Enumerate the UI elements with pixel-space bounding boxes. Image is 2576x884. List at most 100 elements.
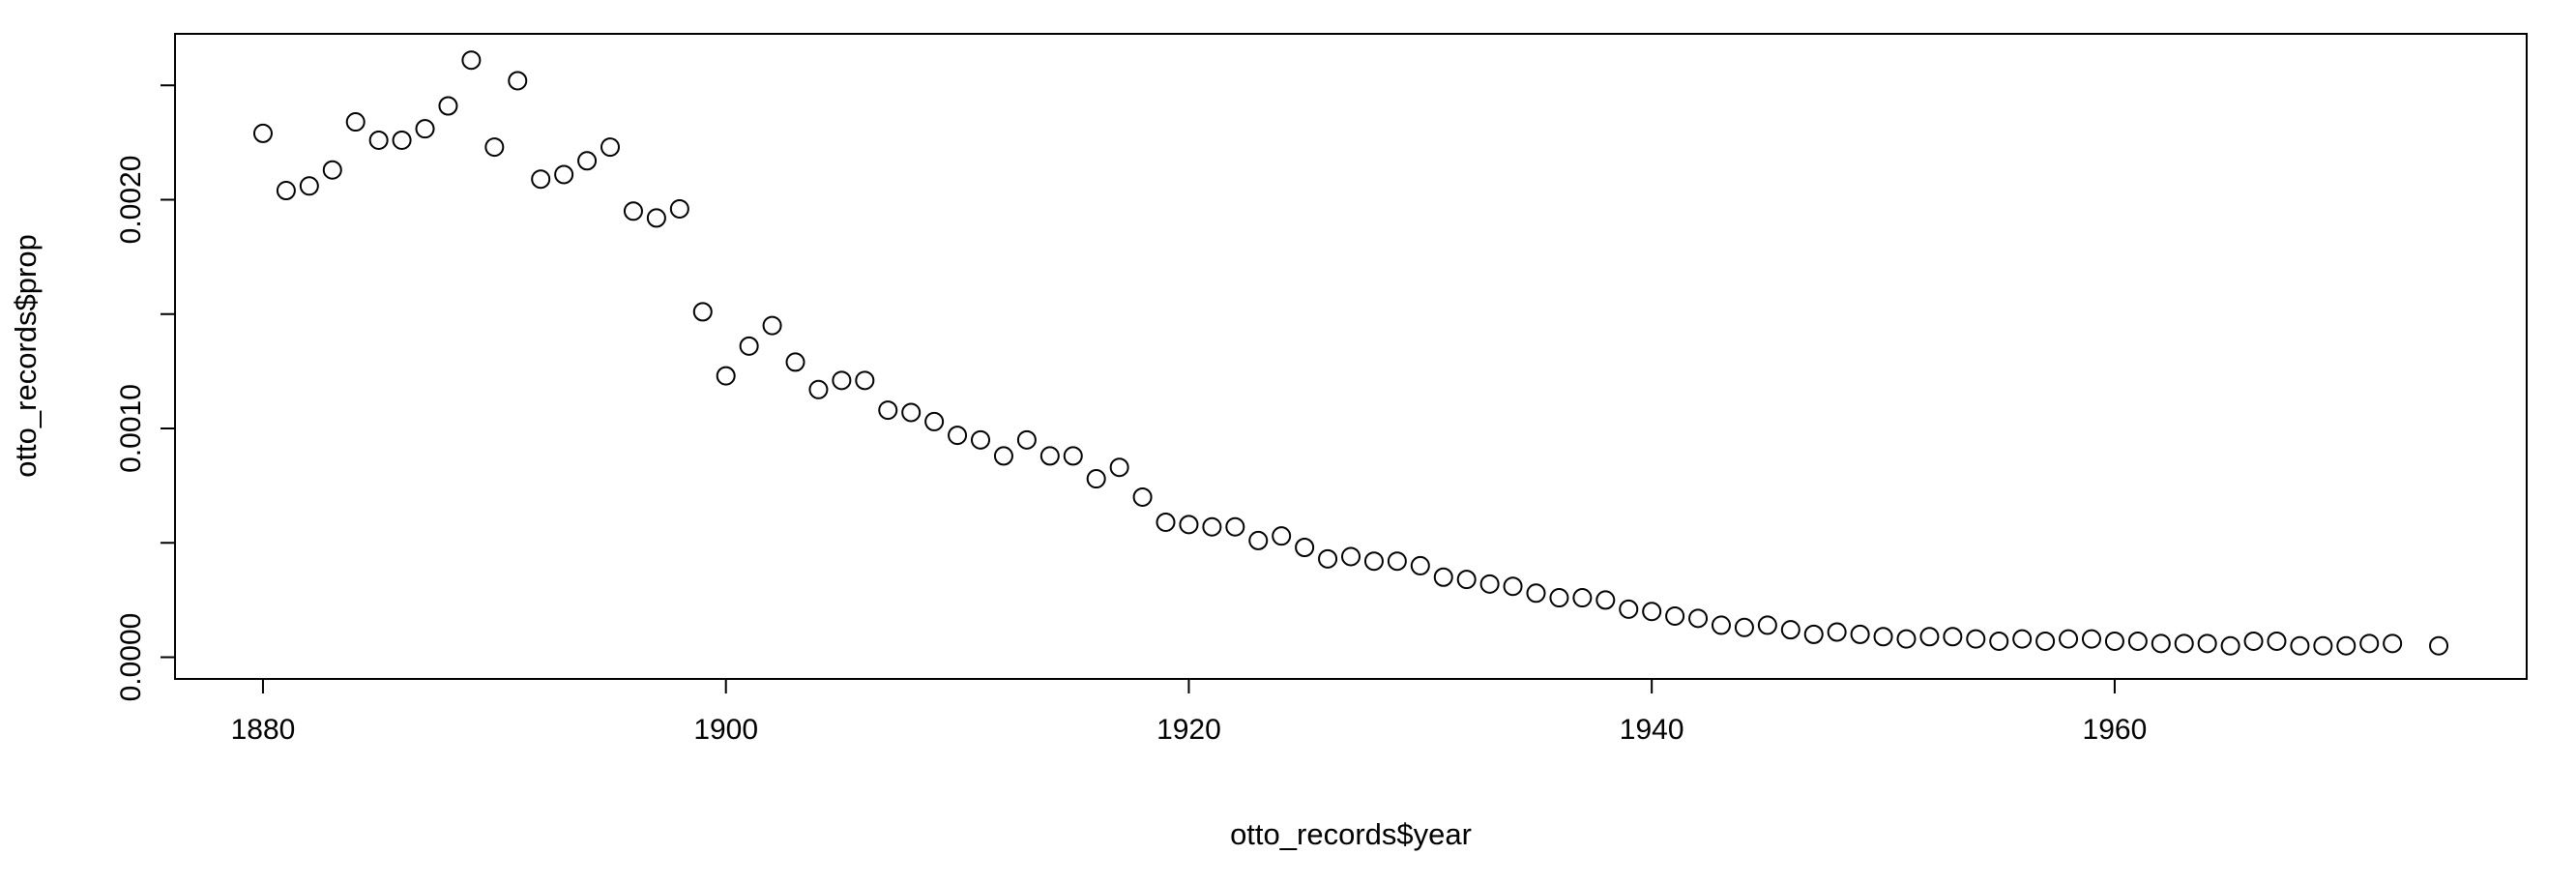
data-point	[1688, 608, 1709, 629]
data-point	[531, 169, 551, 190]
data-point	[808, 379, 829, 399]
data-point	[461, 50, 482, 71]
data-point	[1757, 615, 1777, 635]
data-point	[1479, 574, 1500, 594]
data-point	[1341, 546, 1361, 567]
data-point	[1202, 516, 1222, 537]
data-point	[646, 208, 666, 228]
data-point	[2429, 635, 2449, 656]
data-point	[392, 130, 412, 150]
data-point	[1156, 512, 1176, 532]
data-point	[2359, 634, 2380, 654]
plot-frame	[174, 33, 2528, 680]
data-point	[1410, 555, 1430, 575]
data-point	[1619, 599, 1639, 619]
data-point	[1248, 530, 1269, 550]
data-point	[1549, 588, 1569, 608]
data-point	[1734, 617, 1754, 637]
x-axis: 1880 1900 1920 1940 1960	[231, 678, 2148, 746]
data-point	[1456, 570, 1477, 590]
data-points	[252, 50, 2449, 656]
data-point	[901, 402, 922, 423]
data-point	[1873, 627, 1893, 647]
data-point	[1803, 624, 1824, 644]
data-point	[276, 181, 296, 201]
data-point	[2035, 631, 2056, 651]
data-point	[484, 137, 505, 158]
y-tick-label: 0.0000	[115, 613, 147, 702]
data-point	[2081, 629, 2101, 649]
data-point	[1595, 590, 1616, 610]
y-tick-label: 0.0020	[115, 156, 147, 245]
data-point	[2336, 635, 2356, 656]
data-point	[600, 137, 621, 158]
data-point	[924, 411, 945, 431]
data-point	[1295, 537, 1315, 557]
data-point	[1572, 588, 1593, 608]
data-point	[1363, 551, 1384, 572]
data-point	[762, 315, 782, 336]
data-point	[739, 336, 759, 356]
x-tick-label: 1920	[1156, 714, 1221, 746]
data-point	[322, 160, 342, 180]
data-point	[1109, 457, 1129, 478]
data-point	[1966, 629, 1986, 649]
data-point	[2243, 631, 2264, 651]
data-point	[855, 370, 875, 391]
data-point	[993, 446, 1013, 466]
data-point	[508, 71, 528, 91]
data-point	[2012, 629, 2033, 649]
data-point	[1989, 631, 2009, 651]
data-point	[577, 151, 598, 171]
data-point	[1272, 526, 1292, 546]
data-point	[2174, 634, 2194, 654]
data-point	[2313, 635, 2333, 656]
x-tick-label: 1900	[693, 714, 758, 746]
data-point	[1780, 620, 1800, 640]
data-point	[1039, 446, 1060, 466]
data-point	[554, 164, 574, 185]
data-point	[1896, 629, 1917, 649]
data-point	[368, 130, 389, 150]
data-point	[415, 119, 435, 139]
data-point	[1503, 576, 1523, 597]
y-axis: 0.0000 0.0010 0.0020	[115, 84, 175, 702]
data-point	[1318, 548, 1338, 569]
data-point	[1943, 627, 1963, 647]
data-point	[2383, 634, 2403, 654]
data-point	[1919, 627, 1940, 647]
data-point	[785, 352, 805, 372]
data-point	[2151, 634, 2171, 654]
data-point	[878, 400, 898, 421]
data-point	[716, 366, 736, 386]
x-tick-label: 1960	[2083, 714, 2148, 746]
data-point	[971, 429, 991, 450]
data-point	[1063, 446, 1083, 466]
data-point	[1711, 615, 1731, 635]
data-point	[2127, 631, 2148, 651]
x-axis-title: otto_records$year	[1230, 817, 1472, 851]
data-point	[669, 198, 689, 219]
data-point	[1526, 583, 1546, 604]
data-point	[948, 426, 968, 446]
data-point	[1433, 567, 1453, 587]
data-point	[1850, 624, 1870, 644]
data-point	[692, 302, 713, 322]
data-point	[1642, 602, 1662, 622]
data-point	[1179, 515, 1199, 535]
data-point	[252, 123, 273, 143]
data-point	[1016, 429, 1037, 450]
data-point	[623, 201, 643, 221]
data-point	[1387, 551, 1407, 572]
data-point	[1225, 516, 1245, 537]
data-point	[1086, 469, 1106, 489]
data-point	[832, 370, 852, 391]
y-axis-title: otto_records$prop	[9, 234, 43, 478]
data-point	[2197, 634, 2217, 654]
x-tick-label: 1880	[231, 714, 296, 746]
x-tick-label: 1940	[1620, 714, 1684, 746]
data-point	[438, 96, 458, 116]
data-point	[299, 176, 319, 196]
y-tick-label: 0.0010	[115, 384, 147, 473]
data-point	[2267, 631, 2287, 651]
